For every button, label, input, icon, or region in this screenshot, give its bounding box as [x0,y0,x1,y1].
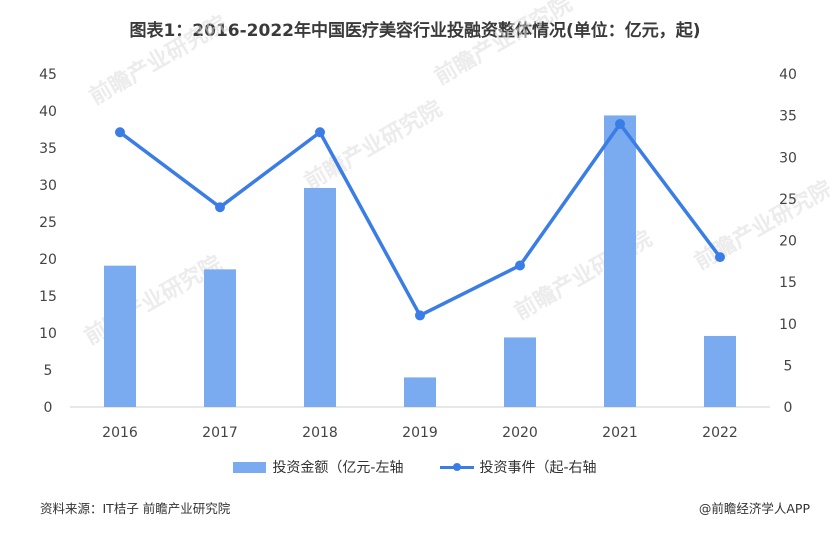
bar [304,187,336,407]
right-tick-label: 20 [779,234,797,250]
right-tick-label: 30 [779,150,797,166]
legend: 投资金额（亿元-左轴 投资事件（起-右轴 [0,457,830,477]
bar-series [104,115,736,407]
legend-item-bar: 投资金额（亿元-左轴 [233,457,404,477]
source-note: 资料来源：IT桔子 前瞻产业研究院 [40,501,231,516]
x-tick-label: 2018 [302,425,338,441]
x-tick-label: 2020 [502,425,538,441]
legend-item-line: 投资事件（起-右轴 [439,457,597,477]
bar [104,265,136,407]
line-point [715,252,725,263]
line-point [415,310,425,321]
line-point [615,118,625,129]
left-tick-label: 15 [39,289,57,305]
left-axis: 0 5 10 15 20 25 30 35 40 45 [39,67,57,416]
left-tick-label: 25 [39,215,57,231]
right-tick-label: 10 [779,317,797,333]
bar [404,377,436,407]
left-tick-label: 45 [39,67,57,83]
chart-title: 图表1：2016-2022年中国医疗美容行业投融资整体情况(单位：亿元，起) [129,21,701,41]
left-tick-label: 10 [39,326,57,342]
left-tick-label: 40 [39,104,57,120]
x-tick-label: 2017 [202,425,238,441]
legend-bar-label: 投资金额（亿元-左轴 [272,460,404,476]
x-tick-label: 2019 [402,425,438,441]
right-tick-label: 35 [779,109,797,125]
right-tick-label: 5 [784,358,793,374]
x-tick-label: 2022 [702,425,738,441]
watermark-text: 前瞻产业研究院 [690,176,830,276]
left-tick-label: 5 [44,363,53,379]
left-tick-label: 0 [44,400,53,416]
left-tick-label: 30 [39,178,57,194]
left-tick-label: 20 [39,252,57,268]
bar [604,115,636,407]
bar [204,269,236,407]
watermark-text: 前瞻产业研究院 [300,96,446,196]
brand-note: @前瞻经济学人APP [698,501,810,516]
right-tick-label: 40 [779,67,797,83]
chart-area: 前瞻产业研究院前瞻产业研究院前瞻产业研究院前瞻产业研究院前瞻产业研究院前瞻产业研… [39,0,830,441]
left-tick-label: 35 [39,141,57,157]
line-point [115,127,125,138]
right-tick-label: 15 [779,275,797,291]
line-series [115,118,725,321]
line-point [315,127,325,138]
x-tick-label: 2021 [602,425,638,441]
right-tick-label: 25 [779,192,797,208]
legend-line-swatch [439,462,474,473]
bar [504,337,536,407]
legend-bar-swatch [233,461,267,473]
line-point [515,260,525,271]
watermark-text: 前瞻产业研究院 [430,0,576,90]
line-point [215,202,225,213]
bar [704,335,736,407]
watermark-text: 前瞻产业研究院 [85,11,231,111]
right-axis: 0 5 10 15 20 25 30 35 40 [779,67,797,416]
legend-line-label: 投资事件（起-右轴 [479,460,597,476]
right-tick-label: 0 [784,400,793,416]
x-tick-label: 2016 [102,425,138,441]
x-axis-labels: 2016 2017 2018 2019 2020 2021 2022 [102,425,738,441]
